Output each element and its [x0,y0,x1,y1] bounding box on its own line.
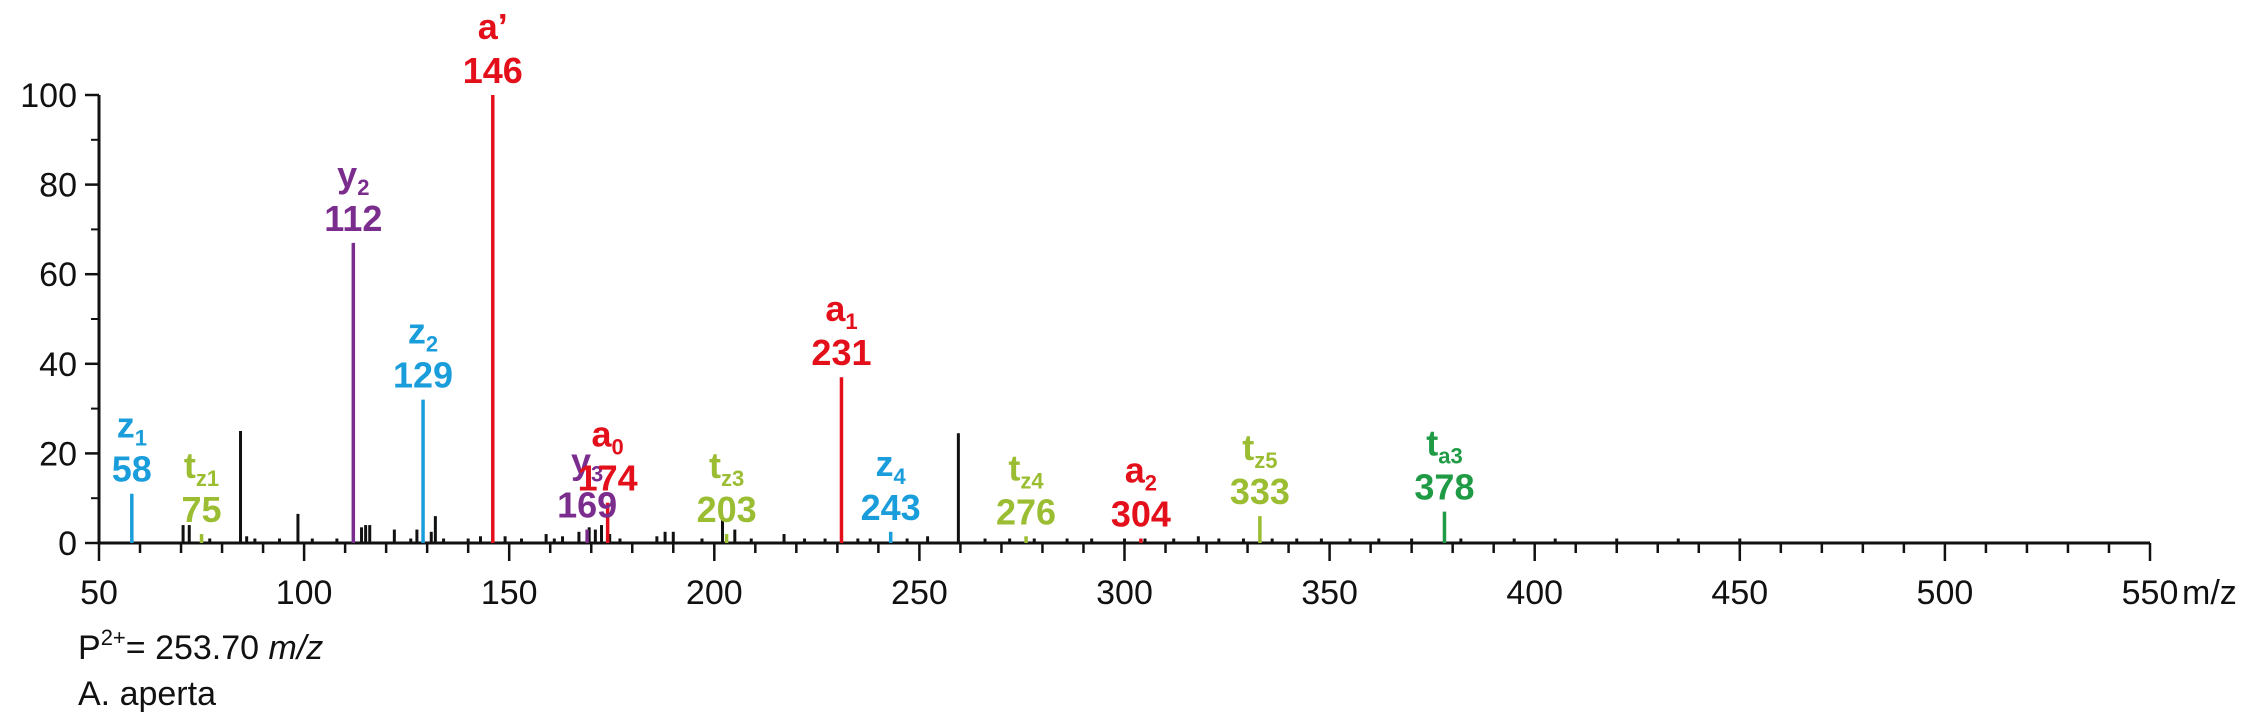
fragment-ion-label: y2 [337,154,369,200]
y-tick-label: 40 [39,346,77,384]
y-tick-label: 20 [39,435,77,473]
peak-mz-label: 75 [182,489,222,530]
peak-mz-label: 243 [861,487,921,528]
fragment-ion-label: a’ [478,6,508,47]
x-tick-label: 50 [80,574,118,612]
fragment-ion-label: z1 [117,405,147,451]
precursor-unit: m/z [268,629,324,667]
fragment-ion-label: ta3 [1426,423,1462,469]
peak-mz-label: 112 [324,198,382,239]
x-tick-label: 200 [686,574,743,612]
y-tick-label: 100 [20,77,77,115]
x-axis-unit: m/z [2182,574,2237,612]
fragment-ion-label: tz5 [1242,427,1277,473]
fragment-ion-label: tz4 [1008,447,1044,493]
x-tick-label: 550 [2122,574,2179,612]
peak-mz-label: 276 [996,491,1056,532]
x-tick-label: 400 [1506,574,1563,612]
peak-mz-label: 129 [393,355,453,396]
precursor-line: P2+= 253.70 m/z [78,625,323,668]
fragment-ion-label: a1 [825,288,857,334]
peak-mz-label: 58 [112,449,152,490]
x-tick-label: 300 [1096,574,1153,612]
fragment-ion-label: tz1 [184,445,219,491]
peak-mz-label: 146 [463,50,523,91]
fragment-ion-label: a0 [592,414,624,460]
precursor-prefix: P [78,629,101,667]
x-tick-label: 500 [1917,574,1974,612]
peak-mz-label: 378 [1414,467,1474,508]
y-tick-label: 0 [58,525,77,563]
fragment-ion-label: y3 [571,441,603,487]
x-tick-label: 450 [1711,574,1768,612]
fragment-ion-label: a2 [1125,450,1157,496]
peak-mz-label: 169 [557,485,617,526]
x-tick-label: 150 [481,574,538,612]
peak-mz-label: 333 [1230,471,1290,512]
peak-mz-label: 304 [1111,494,1171,535]
fragment-ion-label: tz3 [709,445,744,491]
y-tick-label: 60 [39,256,77,294]
fragment-ion-label: z2 [408,311,438,357]
precursor-charge: 2+ [100,625,126,650]
peaks [130,95,1742,543]
fragment-ion-label: z4 [876,443,907,489]
axes: 50 100 150 200 250 300 350 400 450 500 550 m/z 0 20 40… [20,77,2237,612]
species-label: A. aperta [78,675,216,713]
peak-mz-label: 231 [811,332,871,373]
x-tick-label: 100 [276,574,333,612]
peak-mz-label: 174 [578,458,638,499]
y-tick-label: 80 [39,167,77,205]
x-tick-label: 350 [1301,574,1358,612]
peak-mz-label: 203 [697,489,757,530]
precursor-value: = 253.70 [125,629,269,667]
x-tick-label: 250 [891,574,948,612]
